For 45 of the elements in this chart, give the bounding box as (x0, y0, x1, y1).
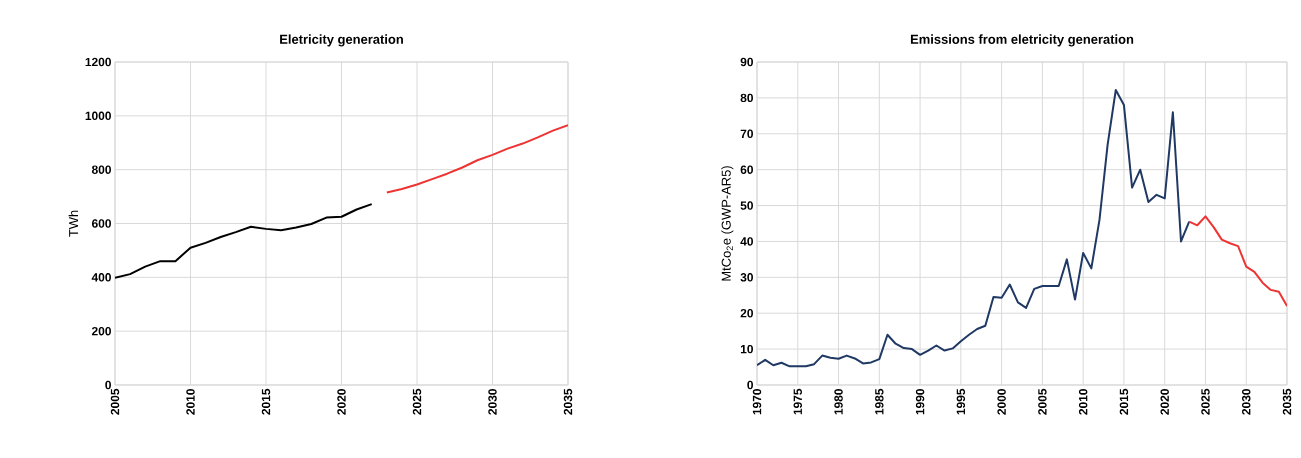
x-tick-label: 2005 (1038, 388, 1047, 415)
x-tick-label: 1995 (956, 388, 966, 415)
y-tick-label: 400 (91, 273, 111, 282)
x-tick-label: 2000 (997, 389, 1006, 415)
x-tick-label: 1970 (752, 389, 762, 415)
line-series (1188, 215, 1288, 308)
x-tick-label: 2020 (337, 389, 346, 415)
y-tick-label: 30 (740, 273, 753, 282)
x-tick-label: 1980 (834, 389, 843, 415)
chart-title: Emissions from eletricity generation (910, 34, 1134, 47)
y-tick-label: 0 (105, 380, 111, 390)
y-tick-label: 40 (740, 237, 753, 246)
chart-title: Eletricity generation (280, 34, 403, 47)
line-series (115, 203, 373, 279)
x-tick-label: 2035 (563, 388, 573, 415)
y-tick-label: 60 (740, 165, 753, 174)
y-tick-label: 10 (740, 344, 753, 354)
x-tick-label: 2025 (412, 388, 422, 415)
x-tick-label: 2010 (186, 389, 195, 415)
y-tick-label: 800 (91, 165, 111, 174)
y-axis-title: TWh (68, 210, 79, 237)
y-tick-label: 70 (740, 129, 753, 138)
x-tick-label: 2010 (1078, 389, 1088, 415)
y-axis-title: MtCo$_{2}$e (GWP-AR5) (721, 166, 734, 281)
x-tick-label: 1990 (915, 389, 925, 415)
y-tick-label: 20 (740, 308, 753, 318)
x-tick-label: 1975 (793, 388, 802, 415)
x-tick-label: 2015 (261, 388, 271, 415)
x-tick-label: 2025 (1201, 388, 1210, 415)
line-series (385, 124, 569, 194)
x-tick-label: 2015 (1119, 388, 1129, 415)
y-tick-label: 1200 (85, 57, 111, 67)
y-tick-label: 1000 (85, 111, 111, 121)
x-tick-label: 1985 (875, 388, 884, 415)
x-tick-label: 2030 (1242, 389, 1251, 415)
x-tick-label: 2030 (488, 389, 497, 415)
x-tick-label: 2020 (1160, 389, 1169, 415)
y-tick-label: 0 (747, 380, 753, 390)
y-tick-label: 600 (91, 219, 111, 228)
y-tick-label: 90 (740, 57, 753, 67)
y-tick-label: 50 (740, 201, 753, 210)
y-tick-label: 80 (740, 93, 753, 103)
x-tick-label: 2035 (1282, 388, 1292, 415)
x-tick-label: 2005 (110, 388, 120, 415)
y-tick-label: 200 (91, 326, 111, 336)
